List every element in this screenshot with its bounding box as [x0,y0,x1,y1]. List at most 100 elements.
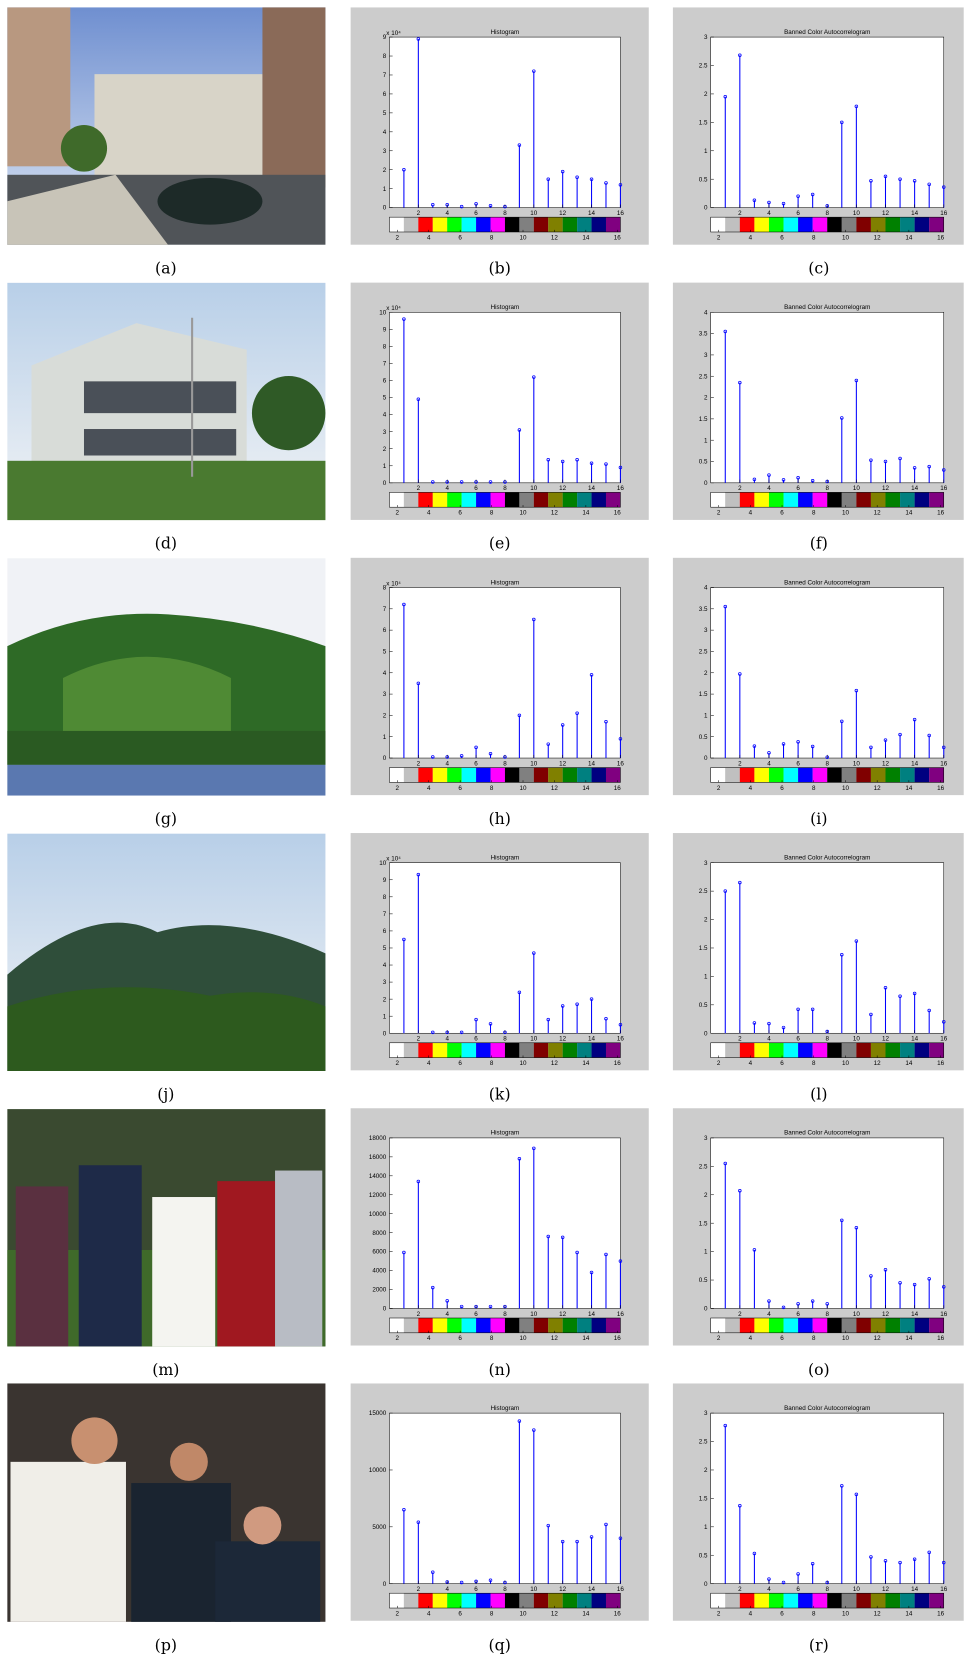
colorbar-cell [577,1317,592,1333]
stem-marker [810,1299,815,1303]
stem-marker [618,1022,623,1027]
colorbar-tick-label: 2 [717,785,721,792]
stem-marker [459,204,464,209]
colorbar-tick-label: 4 [427,510,431,517]
y-tick-label: 0 [704,205,708,212]
stem-marker [840,1484,844,1488]
colorbar-tick-label: 14 [905,234,912,241]
colorbar-cell [519,767,534,783]
y-multiplier: x 10⁴ [386,580,401,587]
stem-marker [560,1539,565,1544]
colorbar-cell [885,492,901,508]
colorbar-cell [783,767,799,783]
stem-marker [738,1189,742,1193]
colorbar-cell [725,1317,740,1333]
colorbar-cell [768,1042,784,1058]
colorbar-cell [710,217,726,232]
colorbar-tick-label: 8 [490,1335,494,1342]
colorbar-tick-label: 10 [520,510,527,517]
y-tick-label: 2 [383,167,387,174]
y-tick-label: 8 [383,53,387,60]
colorbar-cell [710,492,726,508]
colorbar-cell [870,1042,886,1058]
stem-marker [840,953,844,957]
colorbar-cell [519,1042,534,1058]
stem-marker [560,169,565,174]
colorbar-cell [798,1593,813,1609]
stem-marker [431,755,435,759]
stem-marker [546,1234,550,1239]
caption: (g) [155,809,177,828]
y-tick-label: 1 [704,973,708,980]
stem-marker [796,740,800,744]
colorbar-tick-label: 2 [717,1610,721,1617]
x-tick-label: 4 [767,485,771,492]
stem-marker [767,200,771,205]
stem-marker [869,745,873,750]
stem-marker [883,1268,888,1272]
x-tick-label: 14 [911,210,918,217]
colorbar-tick-label: 12 [551,785,558,792]
x-tick-label: 8 [503,1586,507,1593]
colorbar-cell [725,217,740,232]
stem-marker [942,745,946,750]
stem-marker [618,1536,623,1540]
y-tick-label: 2 [383,713,387,720]
stem-marker [546,458,550,462]
colorbar-tick-label: 8 [812,1610,816,1617]
colorbar-tick-label: 10 [842,510,849,517]
stem-marker [575,711,579,716]
colorbar-tick-label: 14 [582,1060,589,1067]
stem-marker [752,198,757,202]
colorbar-tick-label: 8 [812,510,816,517]
colorbar-cell [548,767,563,783]
x-tick-label: 10 [530,485,537,492]
colorbar-tick-label: 2 [717,1335,721,1342]
y-tick-label: 0 [383,480,387,487]
colorbar-tick-label: 16 [937,785,944,792]
colorbar-tick-label: 10 [520,1060,527,1067]
colorbar-cell [591,217,606,232]
colorbar-cell [856,767,871,783]
stem-marker [488,1022,493,1026]
colorbar-cell [476,1042,491,1058]
x-tick-label: 12 [559,1586,566,1593]
stem-marker [532,69,536,73]
colorbar-cell [476,1593,491,1609]
y-tick-label: 10000 [369,1467,387,1474]
x-tick-label: 8 [503,760,507,767]
colorbar-cell [418,492,433,508]
colorbar-cell [548,1593,563,1609]
caption: (k) [489,1084,511,1103]
colorbar-tick-label: 8 [490,510,494,517]
colorbar-tick-label: 4 [749,1060,753,1067]
x-tick-label: 4 [767,760,771,767]
stem-marker [517,1157,522,1161]
stem-marker [723,1161,728,1166]
x-tick-label: 2 [417,1311,421,1318]
colorbar-cell [841,217,857,232]
y-tick-label: 1 [383,186,387,193]
colorbar-cell [519,1593,534,1609]
photo-j [7,833,326,1071]
y-tick-label: 18000 [369,1135,387,1142]
colorbar-cell [900,492,915,508]
x-tick-label: 10 [530,210,537,217]
y-tick-label: 0 [704,755,708,762]
colorbar-tick-label: 12 [874,1060,881,1067]
y-tick-label: 0 [704,1030,708,1037]
stem-marker [517,428,522,432]
colorbar-cell [461,1593,477,1609]
colorbar-cell [461,767,477,783]
chart-title: Banned Color Autocorrelogram [784,1130,870,1137]
stem-marker [767,473,771,477]
x-tick-label: 14 [588,760,595,767]
plot-area [389,862,621,1034]
colorbar-cell [725,1593,740,1609]
stem-marker [589,1535,594,1539]
x-tick-label: 14 [588,485,595,492]
x-tick-label: 12 [882,760,889,767]
colorbar-cell [929,217,944,232]
colorbar-tick-label: 14 [905,1610,912,1617]
stem-marker [854,378,859,383]
